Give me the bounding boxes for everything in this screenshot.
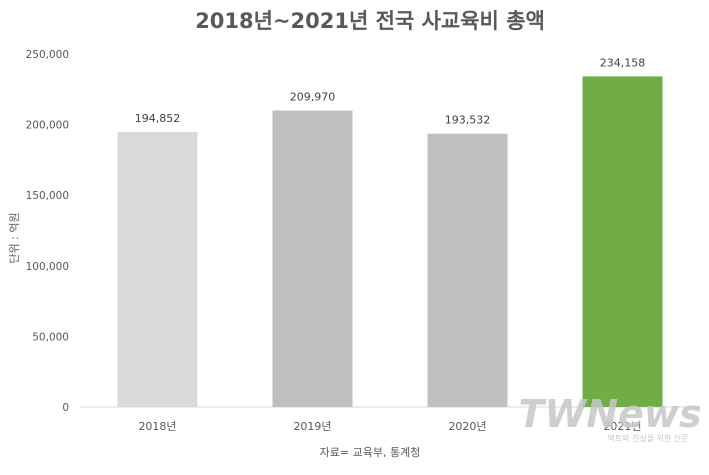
data-label: 194,852 [135,112,181,125]
y-tick-label: 0 [62,402,69,414]
y-tick-label: 100,000 [26,261,69,273]
bar-2019년 [272,110,353,407]
bars [117,76,663,408]
watermark-sub-text: 팩트와 진실을 위한 신문 [607,433,688,443]
x-axis-tick-labels: 2018년 2019년 2020년 2021년 [138,420,641,433]
data-label: 209,970 [290,91,336,104]
x-tick-label: 2021년 [603,420,641,433]
x-tick-label: 2020년 [448,420,486,433]
bar-2021년 [582,76,663,408]
x-tick-label: 2019년 [293,420,331,433]
data-labels: 194,852 209,970 193,532 234,158 [135,56,646,126]
y-axis-label: 단위 : 억원 [8,212,21,263]
chart-title: 2018년~2021년 전국 사교육비 총액 [195,9,545,33]
y-axis: 0 50,000 100,000 150,000 200,000 250,000 [26,49,69,414]
data-label: 193,532 [445,114,491,127]
tw-news-watermark-logo: TWNews 팩트와 진실을 위한 신문 [518,392,701,443]
source-caption: 자료= 교육부, 통계청 [320,446,421,459]
y-tick-label: 50,000 [32,331,69,343]
bar-2018년 [117,131,198,408]
y-tick-label: 200,000 [26,120,69,132]
y-tick-label: 150,000 [26,190,69,202]
bar-2020년 [427,133,508,407]
watermark-logo-text: TWNews [518,392,701,436]
y-tick-label: 250,000 [26,49,69,61]
x-tick-label: 2018년 [138,420,176,433]
data-label: 234,158 [600,56,646,69]
